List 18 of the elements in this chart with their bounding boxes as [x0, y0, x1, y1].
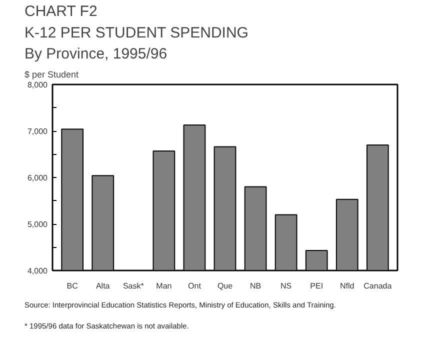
y-tick-label: 7,000 [27, 127, 48, 136]
chart-title: CHART F2 K-12 PER STUDENT SPENDING By Province, 1995/96 [24, 3, 248, 62]
y-tick-label: 6,000 [27, 174, 48, 182]
y-tick-label: 8,000 [27, 80, 48, 90]
x-tick-label: Alta [96, 282, 110, 290]
y-tick-label: 4,000 [27, 266, 48, 276]
y-axis-title: $ per Student [24, 70, 80, 80]
x-tick-label: NS [280, 282, 292, 290]
x-tick-label: Que [217, 282, 234, 290]
x-tick-label: Man [156, 282, 172, 290]
x-tick-label: NB [250, 282, 262, 290]
x-tick-label: PEI [310, 282, 324, 290]
x-tick-label: Ont [188, 282, 202, 290]
x-tick-label: Nfld [340, 282, 354, 290]
x-tick-label: BC [66, 282, 78, 290]
x-tick-label: Sask* [122, 282, 144, 290]
y-tick-label: 5,000 [27, 220, 48, 229]
x-tick-label: Canada [364, 282, 392, 290]
